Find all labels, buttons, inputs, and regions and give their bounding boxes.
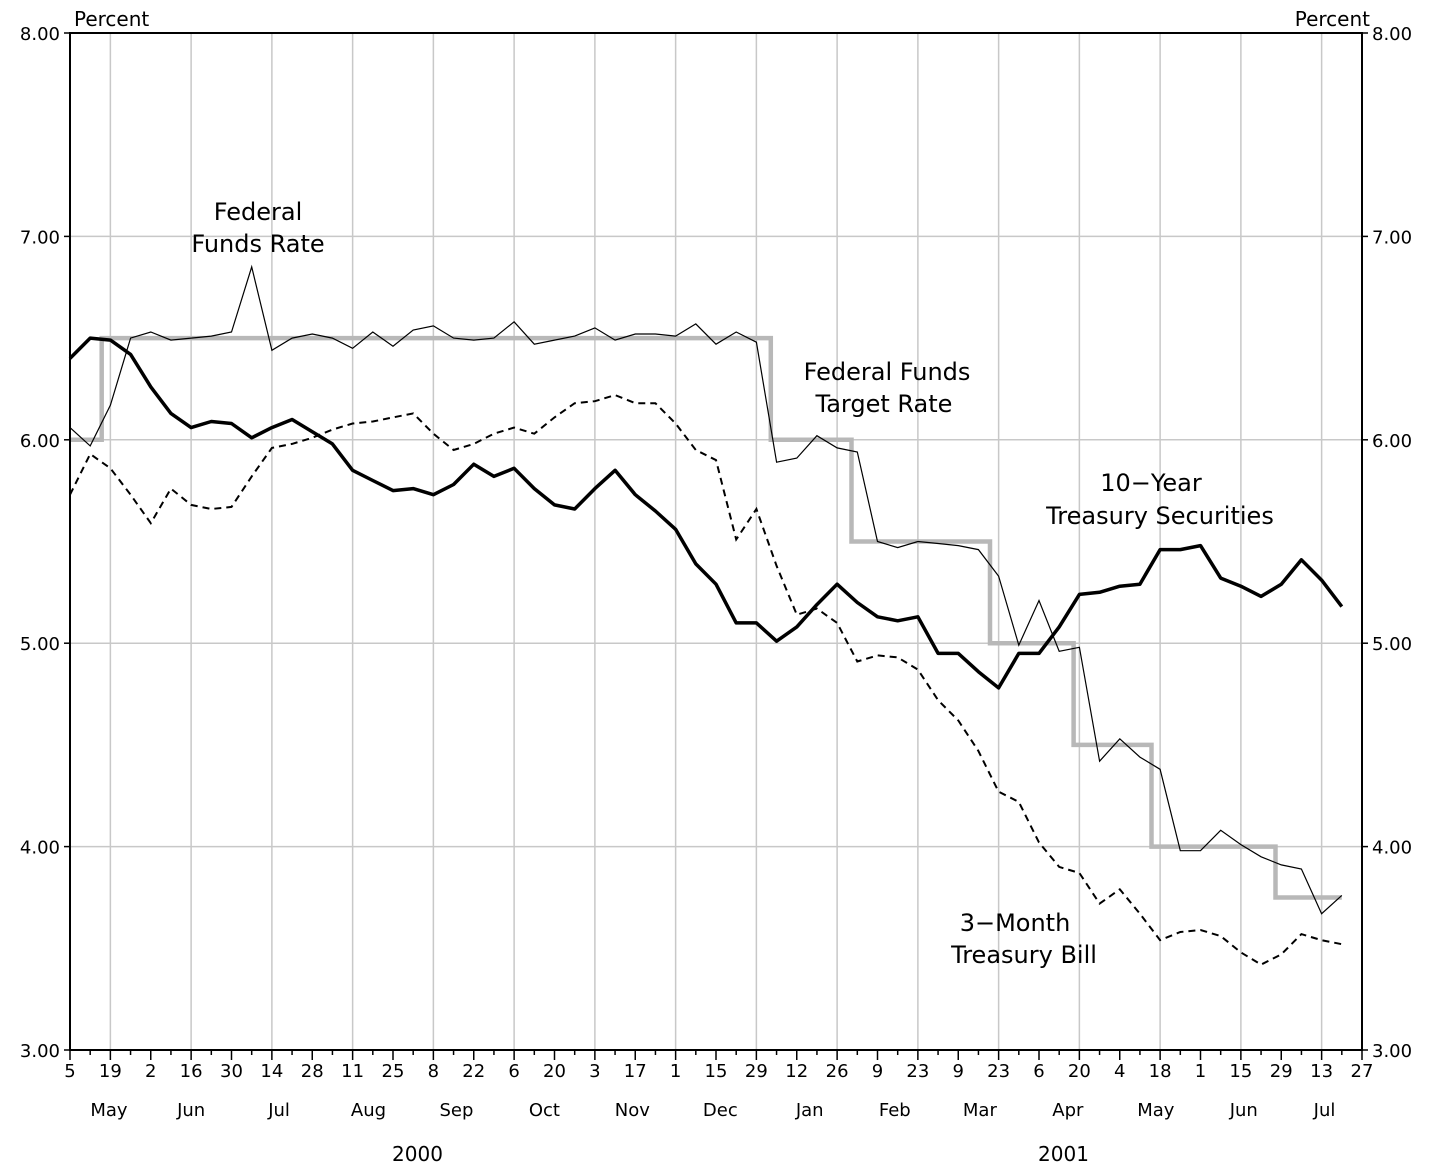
x-month-label: Nov [615, 1100, 650, 1121]
y-tick-label-right: 6.00 [1372, 431, 1412, 452]
y-tick-label-right: 8.00 [1372, 24, 1412, 45]
series-lines [68, 264, 1344, 966]
label-federal-funds-rate-1: Federal [214, 198, 303, 226]
x-tick-label: 15 [705, 1061, 728, 1082]
x-tick-label: 9 [872, 1061, 883, 1082]
y-tick-label-left: 3.00 [20, 1041, 60, 1062]
x-tick-label: 23 [987, 1061, 1010, 1082]
label-10-year-1: 10−Year [1100, 469, 1202, 497]
axis-ticks [64, 32, 1368, 1060]
x-month-label: Aug [351, 1100, 386, 1121]
x-tick-label: 30 [220, 1061, 243, 1082]
x-month-label: May [90, 1100, 128, 1121]
x-tick-label: 27 [1351, 1061, 1374, 1082]
y-tick-label-right: 5.00 [1372, 634, 1412, 655]
x-tick-label: 3 [589, 1061, 600, 1082]
x-tick-label: 1 [670, 1061, 681, 1082]
right-unit-label: Percent [1295, 7, 1370, 31]
x-tick-label: 6 [1033, 1061, 1044, 1082]
x-tick-label: 6 [508, 1061, 519, 1082]
x-tick-label: 17 [624, 1061, 647, 1082]
series-line-10-year-treasury [68, 336, 1344, 690]
x-year-label: 2001 [1038, 1142, 1089, 1166]
x-month-label: Jun [1229, 1100, 1258, 1121]
x-tick-label: 28 [301, 1061, 324, 1082]
x-tick-label: 11 [341, 1061, 364, 1082]
x-tick-label: 9 [953, 1061, 964, 1082]
y-tick-label-right: 4.00 [1372, 838, 1412, 859]
x-tick-label: 19 [99, 1061, 122, 1082]
axis-labels: 3.00 3.00 4.00 4.00 5.00 5.00 6.00 6.00 7.00 7.00… [20, 24, 1412, 1166]
x-month-label: Jun [176, 1100, 205, 1121]
left-unit-label: Percent [74, 7, 149, 31]
x-tick-label: 2 [145, 1061, 156, 1082]
label-3-month-2: Treasury Bill [950, 941, 1097, 969]
y-tick-label-left: 6.00 [20, 431, 60, 452]
y-tick-label-right: 7.00 [1372, 227, 1412, 248]
label-3-month-1: 3−Month [960, 909, 1071, 937]
y-tick-label-left: 5.00 [20, 634, 60, 655]
x-tick-label: 5 [64, 1061, 75, 1082]
x-tick-label: 20 [1068, 1061, 1091, 1082]
x-tick-label: 20 [543, 1061, 566, 1082]
x-tick-label: 14 [260, 1061, 283, 1082]
x-month-label: Dec [703, 1100, 738, 1121]
y-tick-label-right: 3.00 [1372, 1041, 1412, 1062]
x-month-label: Jul [267, 1100, 290, 1121]
series-line-federal-funds-target-rate [70, 335, 1342, 900]
x-year-label: 2000 [392, 1142, 443, 1166]
x-month-label: Mar [963, 1100, 998, 1121]
label-target-rate-2: Target Rate [815, 390, 953, 418]
y-tick-label-left: 4.00 [20, 838, 60, 859]
x-month-label: May [1137, 1100, 1175, 1121]
plot-frame [69, 32, 1363, 1051]
y-tick-label-left: 8.00 [20, 24, 60, 45]
x-tick-label: 23 [906, 1061, 929, 1082]
x-tick-label: 8 [428, 1061, 439, 1082]
series-line-3-month-treasury-bill [69, 394, 1342, 966]
x-tick-label: 4 [1114, 1061, 1125, 1082]
x-month-label: Jan [795, 1100, 824, 1121]
x-month-label: Apr [1052, 1100, 1084, 1121]
x-tick-label: 13 [1310, 1061, 1333, 1082]
x-tick-label: 25 [382, 1061, 405, 1082]
x-month-label: Oct [529, 1100, 560, 1121]
x-tick-label: 26 [826, 1061, 849, 1082]
x-tick-label: 29 [745, 1061, 768, 1082]
series-line-federal-funds-rate [69, 264, 1343, 915]
x-tick-label: 22 [462, 1061, 485, 1082]
grid-lines [70, 33, 1362, 1050]
x-tick-label: 18 [1149, 1061, 1172, 1082]
x-tick-label: 15 [1229, 1061, 1252, 1082]
x-tick-label: 1 [1195, 1061, 1206, 1082]
y-tick-label-left: 7.00 [20, 227, 60, 248]
x-month-label: Feb [879, 1100, 911, 1121]
label-10-year-2: Treasury Securities [1045, 502, 1274, 530]
x-tick-label: 12 [785, 1061, 808, 1082]
x-tick-label: 29 [1270, 1061, 1293, 1082]
x-month-label: Jul [1313, 1100, 1336, 1121]
label-target-rate-1: Federal Funds [804, 358, 971, 386]
label-federal-funds-rate-2: Funds Rate [191, 230, 324, 258]
x-month-label: Sep [439, 1100, 473, 1121]
x-tick-label: 16 [180, 1061, 203, 1082]
